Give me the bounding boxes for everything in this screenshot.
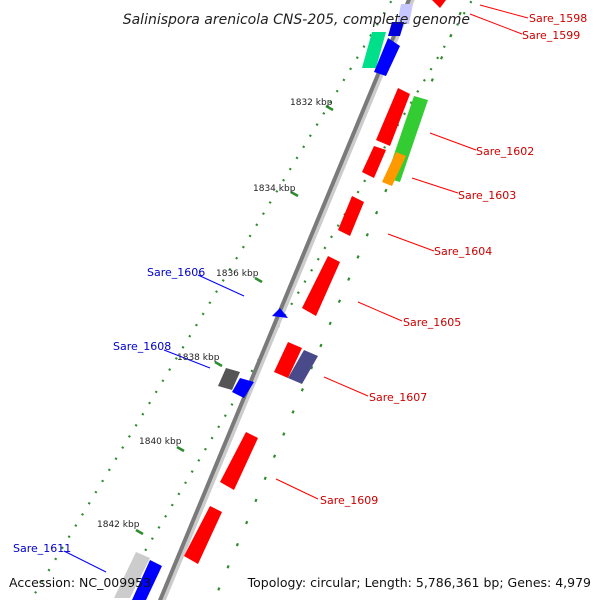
scale-tick: [290, 190, 299, 198]
leader-line-sare-1605: [357, 301, 403, 322]
gene-label-sare-1605: Sare_1605: [403, 316, 461, 329]
gene-sare-1611: [132, 560, 162, 600]
gene-label-sare-1607: Sare_1607: [369, 391, 427, 404]
gene-rna: [362, 32, 386, 68]
map-title: Salinispora arenicola CNS-205, complete …: [123, 12, 470, 28]
gene-feature-gray-bottom: [114, 552, 150, 598]
leader-line-sare-1599: [469, 13, 523, 35]
dotted-guides: [29, 0, 474, 600]
gene-sare-1600: [362, 146, 386, 178]
gene-sare-1607-red: [274, 342, 302, 378]
gene-labels: Sare_1598 Sare_1599 Sare_1602 Sare_1603 …: [13, 12, 587, 555]
gene-label-sare-1608: Sare_1608: [113, 340, 171, 353]
gene-label-sare-1598: Sare_1598: [529, 12, 587, 25]
gene-sare-1604: [338, 196, 364, 236]
scale-label: 1840 kbp: [139, 437, 182, 447]
gene-label-sare-1602: Sare_1602: [476, 145, 534, 158]
gene-sare-1610: [184, 506, 222, 564]
gene-sare-1609: [220, 432, 258, 490]
leader-line-sare-1606: [197, 274, 245, 297]
scale-tick: [325, 104, 334, 112]
backbone-line: [157, 0, 412, 600]
backbone: [157, 0, 415, 600]
scale-tick: [254, 276, 263, 284]
genome-summary: Topology: circular; Length: 5,786,361 bp…: [247, 575, 591, 590]
leader-line-sare-1607: [323, 376, 369, 397]
leader-line-sare-1609: [275, 478, 319, 500]
scale-label: 1836 kbp: [216, 269, 259, 279]
leader-line-sare-1611: [63, 550, 107, 573]
gene-label-sare-1604: Sare_1604: [434, 245, 492, 258]
leader-line-sare-1602: [429, 132, 477, 151]
gene-feature-light: [397, 4, 413, 24]
features: [114, 0, 446, 600]
scale-label: 1838 kbp: [177, 353, 220, 363]
leader-line-sare-1604: [387, 233, 435, 252]
leader-line-sare-1603: [411, 177, 459, 194]
scale-label: 1842 kbp: [97, 520, 140, 530]
gene-sare-1605: [302, 256, 340, 316]
scale-ticks: [135, 104, 334, 536]
leader-lines: [63, 4, 529, 573]
gene-sare-1602: [376, 88, 410, 146]
scale-label: 1834 kbp: [253, 184, 296, 194]
gene-reverse: [374, 38, 400, 76]
gene-label-sare-1606: Sare_1606: [147, 266, 205, 279]
gene-label-sare-1609: Sare_1609: [320, 494, 378, 507]
leader-line-sare-1608: [163, 349, 211, 369]
scale-tick: [214, 360, 223, 368]
leader-line-sare-1598: [479, 4, 529, 19]
gene-label-sare-1611: Sare_1611: [13, 542, 71, 555]
accession-label: Accession: NC_009953: [9, 575, 151, 590]
scale-tick: [176, 445, 185, 453]
gene-sare-1603: [382, 152, 406, 186]
outer-dotted-guide: [114, 0, 474, 600]
gene-feature-blue-top: [388, 22, 404, 36]
gene-sare-1607: [288, 350, 318, 384]
scale-label: 1832 kbp: [290, 98, 333, 108]
gene-sare-1608-gray: [218, 368, 240, 390]
gene-sare-1608: [232, 378, 254, 398]
gene-sare-1606: [272, 308, 288, 318]
gene-sare-1598: [432, 0, 446, 8]
scale-tick: [135, 528, 144, 536]
scale-labels: 1832 kbp 1834 kbp 1836 kbp 1838 kbp 1840…: [97, 98, 333, 530]
gene-label-sare-1599: Sare_1599: [522, 29, 580, 42]
gene-label-sare-1603: Sare_1603: [458, 189, 516, 202]
outer-dotted-guide-right: [213, 0, 467, 600]
